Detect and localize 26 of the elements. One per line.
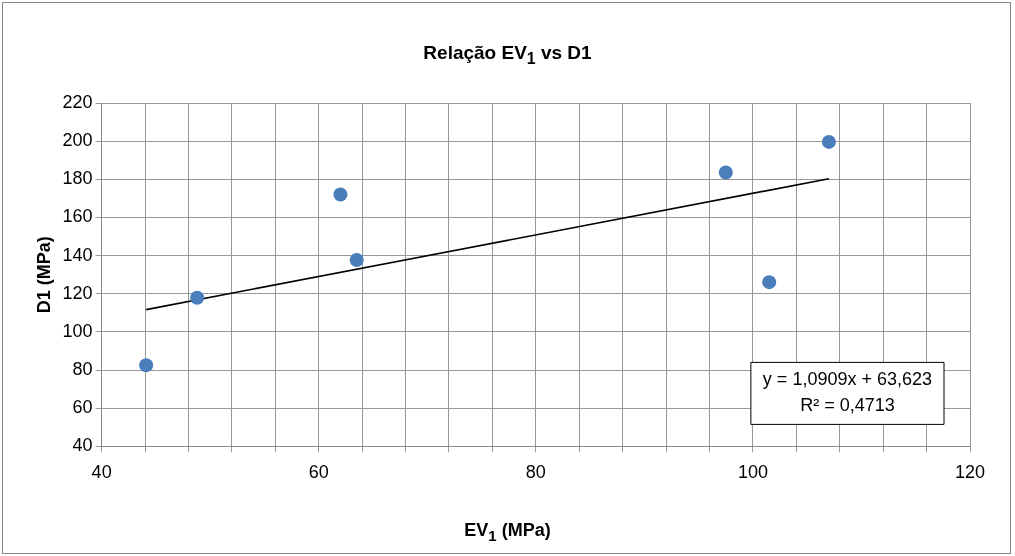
y-axis-title: D1 (MPa) [33,236,54,314]
x-tick-label: 80 [525,462,546,483]
y-tick-label: 60 [72,397,93,418]
y-tick-label: 100 [62,320,93,341]
point [821,134,836,149]
point [718,165,733,180]
x-axis-title: EV$_{1}$ (MPa) [463,520,552,544]
x-tick-label: 100 [737,462,768,483]
y-tick-label: 120 [62,282,93,303]
y-tick-label: 180 [62,168,93,189]
y-tick-label: 220 [62,91,93,112]
point [139,358,154,373]
y-tick-label: 200 [62,130,93,151]
point [190,290,205,305]
x-tick-label: 60 [308,462,329,483]
y-tick-label: 140 [62,244,93,265]
y-tick-label: 40 [72,435,93,456]
y-tick-label: 160 [62,206,93,227]
point [762,275,777,290]
chart-title: Relação EV$_{1}$ vs D1 [422,42,593,68]
point [349,253,364,268]
x-tick-label: 120 [954,462,986,483]
x-tick-label: 40 [91,462,112,483]
point [333,187,348,202]
y-tick-label: 80 [72,359,93,380]
annotation: y = 1,0909x + 63,623 R² = 0,4713 [762,369,932,416]
